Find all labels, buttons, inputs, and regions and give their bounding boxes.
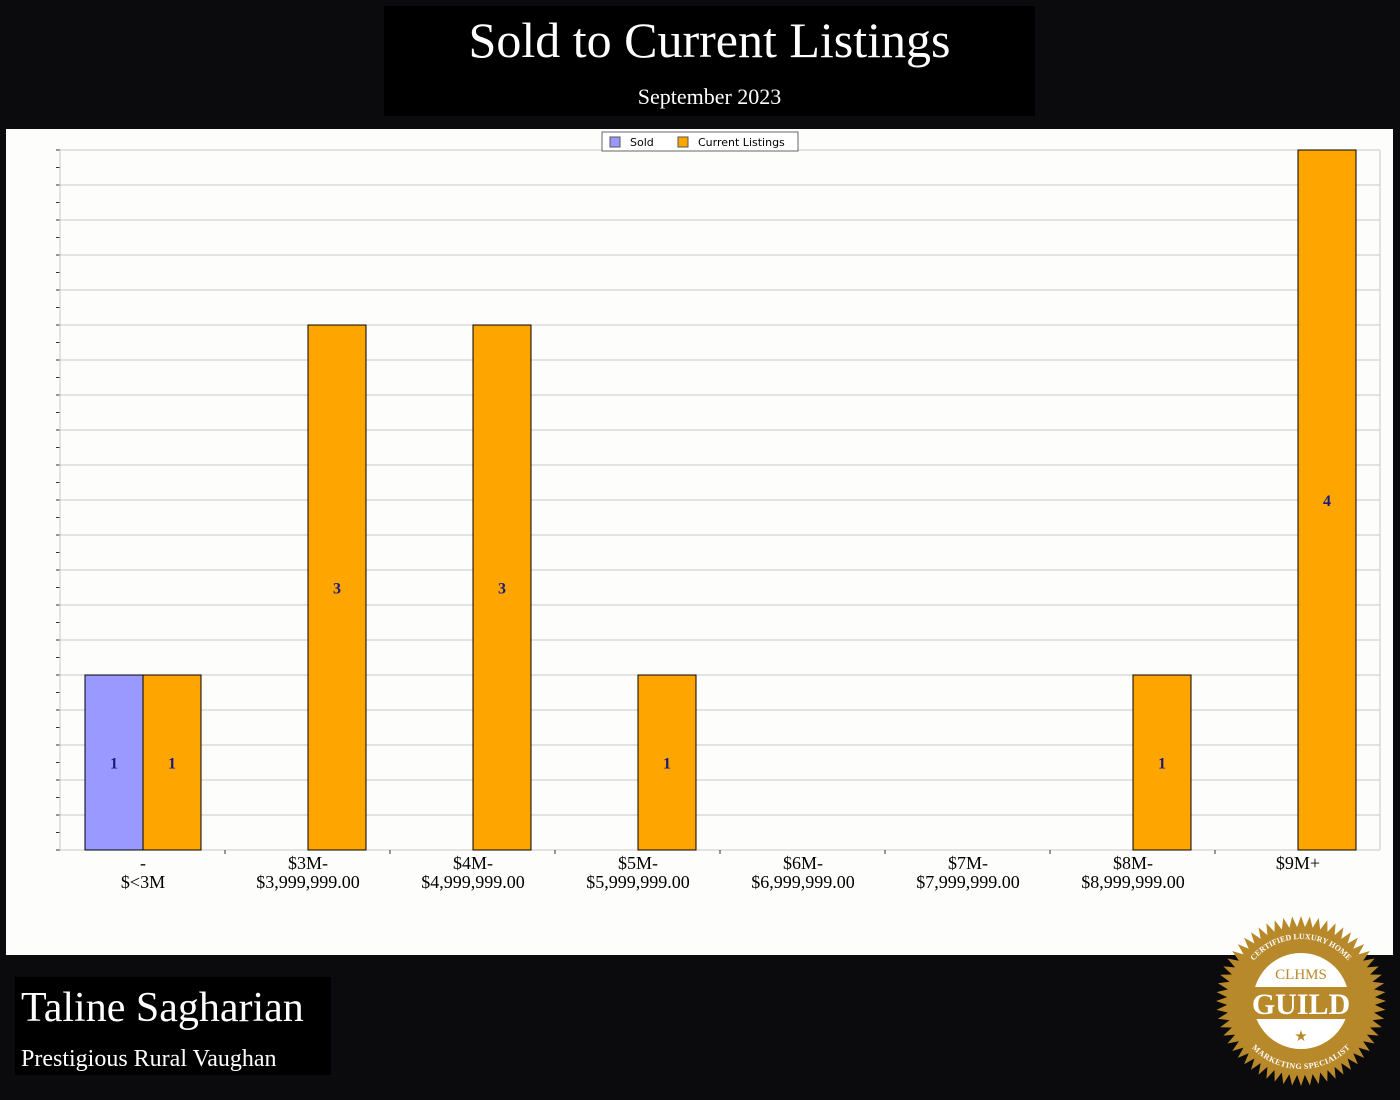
data-label: 1 bbox=[110, 756, 118, 773]
star-icon: ★ bbox=[1294, 1029, 1307, 1045]
chart-title: Sold to Current Listings bbox=[468, 12, 951, 68]
bar-current-listings bbox=[307, 324, 367, 851]
x-tick-label: $7,999,999.00 bbox=[916, 872, 1020, 892]
data-label: 3 bbox=[333, 581, 341, 598]
x-tick-label: $9M+ bbox=[1276, 853, 1320, 873]
legend-label: Sold bbox=[630, 136, 654, 149]
chart-subtitle: September 2023 bbox=[637, 84, 782, 109]
x-tick-label: $<3M bbox=[121, 872, 165, 892]
bar-current-listings bbox=[1297, 149, 1357, 851]
bar-current-listings bbox=[637, 674, 697, 851]
chart-panel: 1 1 - $<3M 3 $3M- $3,999,999.00 3 $4M- $4,999,999… bbox=[6, 129, 1393, 955]
x-tick-label: $6M- bbox=[783, 853, 823, 873]
data-label: 1 bbox=[1158, 756, 1166, 773]
title-box: Sold to Current Listings September 2023 bbox=[384, 6, 1035, 116]
legend bbox=[601, 131, 799, 152]
legend-label: Current Listings bbox=[698, 136, 785, 149]
x-tick-label: $4,999,999.00 bbox=[421, 872, 525, 892]
bar-current-listings bbox=[1132, 674, 1192, 851]
badge-mid-text: CLHMS bbox=[1275, 967, 1327, 983]
agent-name: Taline Sagharian bbox=[21, 985, 304, 1031]
x-tick-label: $6,999,999.00 bbox=[751, 872, 855, 892]
legend-swatch bbox=[677, 136, 689, 148]
x-tick-label: $5M- bbox=[618, 853, 658, 873]
badge-band bbox=[1229, 987, 1373, 1019]
x-tick-label: $8M- bbox=[1113, 853, 1153, 873]
data-label: 3 bbox=[498, 581, 506, 598]
bar-current-listings bbox=[472, 324, 532, 851]
data-label: 1 bbox=[168, 756, 176, 773]
legend-swatch bbox=[609, 136, 621, 148]
x-tick-label: - bbox=[140, 853, 146, 873]
x-tick-label: $3M- bbox=[288, 853, 328, 873]
x-tick-label: $4M- bbox=[453, 853, 493, 873]
x-tick-label: $8,999,999.00 bbox=[1081, 872, 1185, 892]
x-tick-label: $7M- bbox=[948, 853, 988, 873]
x-tick-label: $5,999,999.00 bbox=[586, 872, 690, 892]
agent-area: Prestigious Rural Vaughan bbox=[21, 1046, 277, 1072]
agent-box: Taline Sagharian Prestigious Rural Vaugh… bbox=[15, 977, 331, 1075]
clhms-guild-badge-logo: CERTIFIED LUXURY HOME MARKETING SPECIALI… bbox=[1216, 916, 1386, 1086]
bar-sold bbox=[84, 674, 144, 851]
data-label: 1 bbox=[663, 756, 671, 773]
data-label: 4 bbox=[1323, 493, 1331, 510]
x-tick-label: $3,999,999.00 bbox=[256, 872, 360, 892]
badge-main-text: GUILD bbox=[1252, 988, 1350, 1021]
bar-chart: 1 1 -$<3M 3 $3M-$3,999,999.00 3 $4M-$4,999,999… bbox=[56, 131, 1381, 892]
bar-current-listings bbox=[142, 674, 202, 851]
